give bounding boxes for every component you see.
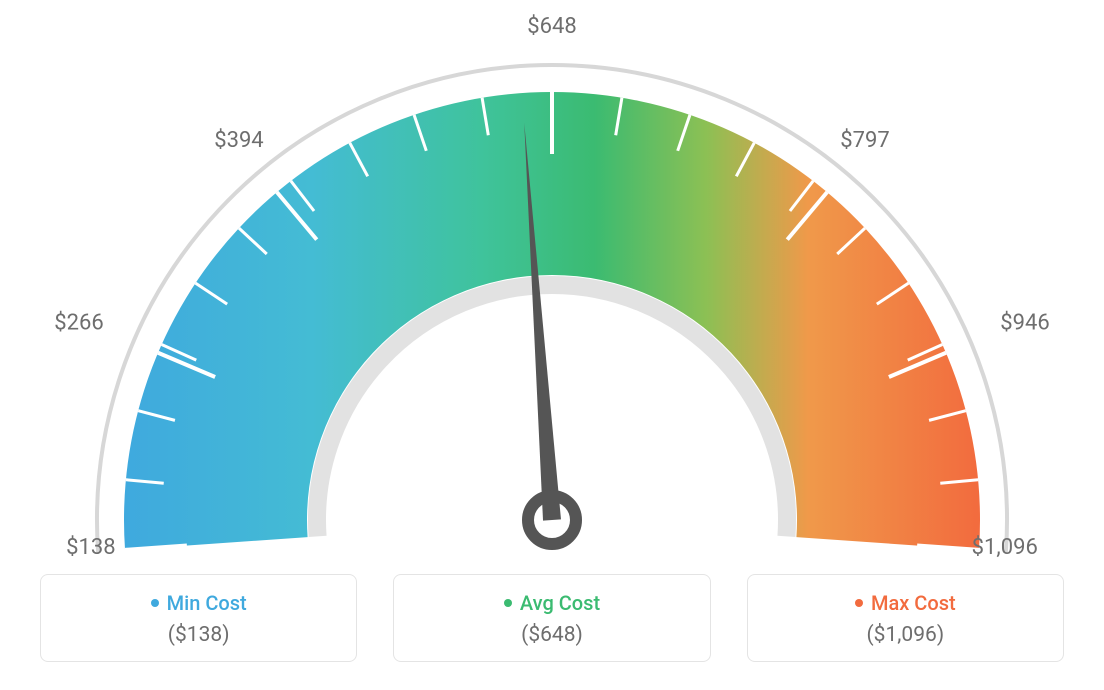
legend-title-max: Max Cost: [758, 591, 1053, 615]
gauge-svg: $138 $266 $394 $648 $797 $946 $1,096: [0, 0, 1104, 580]
tick-label: $138: [66, 535, 115, 560]
tick-label: $648: [527, 14, 576, 39]
legend-dot-max: [855, 599, 863, 607]
legend-value-avg: ($648): [404, 623, 699, 647]
legend-box-avg: Avg Cost ($648): [393, 574, 710, 662]
legend-value-max: ($1,096): [758, 623, 1053, 647]
tick-label: $394: [214, 128, 263, 153]
legend-label-avg: Avg Cost: [520, 591, 600, 615]
legend-title-avg: Avg Cost: [404, 591, 699, 615]
legend-title-min: Min Cost: [51, 591, 346, 615]
tick-label: $1,096: [972, 535, 1038, 560]
tick-label: $946: [1000, 311, 1049, 336]
gauge-chart: $138 $266 $394 $648 $797 $946 $1,096 Min Cost …: [0, 0, 1104, 690]
legend-label-max: Max Cost: [871, 591, 956, 615]
legend-dot-avg: [504, 599, 512, 607]
legend-box-min: Min Cost ($138): [40, 574, 357, 662]
legend-value-min: ($138): [51, 623, 346, 647]
tick-label: $266: [54, 311, 103, 336]
legend-box-max: Max Cost ($1,096): [747, 574, 1064, 662]
legend-label-min: Min Cost: [167, 591, 247, 615]
legend-dot-min: [151, 599, 159, 607]
legend-row: Min Cost ($138) Avg Cost ($648) Max Cost…: [0, 574, 1104, 662]
tick-label: $797: [840, 128, 889, 153]
